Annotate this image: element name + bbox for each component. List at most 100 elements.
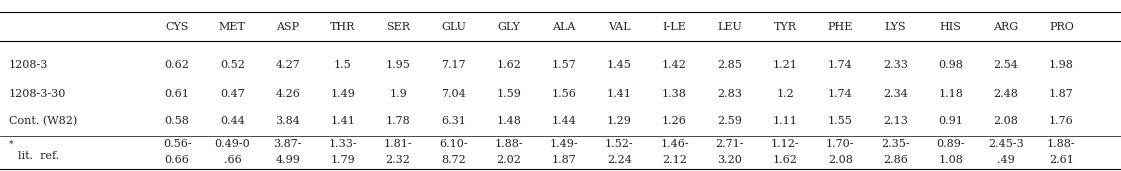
Text: 1.59: 1.59: [497, 89, 521, 99]
Text: 1.9: 1.9: [389, 89, 407, 99]
Text: 4.27: 4.27: [276, 60, 300, 70]
Text: GLY: GLY: [498, 22, 520, 31]
Text: TYR: TYR: [773, 22, 797, 31]
Text: HIS: HIS: [939, 22, 962, 31]
Text: 1.46-: 1.46-: [660, 140, 688, 149]
Text: 0.98: 0.98: [938, 60, 963, 70]
Text: 1.52-: 1.52-: [605, 140, 633, 149]
Text: 1.48: 1.48: [497, 116, 521, 126]
Text: ARG: ARG: [993, 22, 1019, 31]
Text: 2.85: 2.85: [717, 60, 742, 70]
Text: 1.70-: 1.70-: [826, 140, 854, 149]
Text: 1.95: 1.95: [386, 60, 410, 70]
Text: 1.98: 1.98: [1049, 60, 1074, 70]
Text: 1.44: 1.44: [552, 116, 576, 126]
Text: 1.81-: 1.81-: [383, 140, 413, 149]
Text: 2.24: 2.24: [606, 155, 631, 165]
Text: 0.66: 0.66: [165, 155, 189, 165]
Text: 1.38: 1.38: [663, 89, 687, 99]
Text: 1.49: 1.49: [331, 89, 355, 99]
Text: 1.45: 1.45: [606, 60, 631, 70]
Text: CYS: CYS: [166, 22, 188, 31]
Text: .49: .49: [998, 155, 1015, 165]
Text: 1.87: 1.87: [552, 155, 576, 165]
Text: 2.02: 2.02: [497, 155, 521, 165]
Text: 2.32: 2.32: [386, 155, 410, 165]
Text: 1.56: 1.56: [552, 89, 576, 99]
Text: 1208-3-30: 1208-3-30: [9, 89, 66, 99]
Text: 8.72: 8.72: [441, 155, 466, 165]
Text: 1.57: 1.57: [552, 60, 576, 70]
Text: 1.18: 1.18: [938, 89, 963, 99]
Text: 1.62: 1.62: [497, 60, 521, 70]
Text: 1.74: 1.74: [828, 60, 853, 70]
Text: 1.29: 1.29: [606, 116, 631, 126]
Text: LEU: LEU: [717, 22, 742, 31]
Text: 2.13: 2.13: [883, 116, 908, 126]
Text: 1.12-: 1.12-: [771, 140, 799, 149]
Text: 2.12: 2.12: [663, 155, 687, 165]
Text: VAL: VAL: [608, 22, 630, 31]
Text: 0.58: 0.58: [165, 116, 189, 126]
Text: 2.34: 2.34: [883, 89, 908, 99]
Text: 1208-3: 1208-3: [9, 60, 48, 70]
Text: lit.  ref.: lit. ref.: [18, 151, 59, 161]
Text: 0.89-: 0.89-: [936, 140, 965, 149]
Text: 1.49-: 1.49-: [549, 140, 578, 149]
Text: 6.31: 6.31: [441, 116, 466, 126]
Text: 1.62: 1.62: [772, 155, 797, 165]
Text: 1.26: 1.26: [663, 116, 687, 126]
Text: 1.76: 1.76: [1049, 116, 1074, 126]
Text: ASP: ASP: [276, 22, 299, 31]
Text: 2.54: 2.54: [993, 60, 1019, 70]
Text: MET: MET: [219, 22, 245, 31]
Text: 1.88-: 1.88-: [1047, 140, 1076, 149]
Text: ALA: ALA: [553, 22, 576, 31]
Text: Cont. (W82): Cont. (W82): [9, 116, 77, 127]
Text: 1.74: 1.74: [828, 89, 853, 99]
Text: 1.41: 1.41: [606, 89, 631, 99]
Text: 2.59: 2.59: [717, 116, 742, 126]
Text: 0.61: 0.61: [165, 89, 189, 99]
Text: 0.47: 0.47: [220, 89, 244, 99]
Text: LYS: LYS: [884, 22, 907, 31]
Text: I-LE: I-LE: [663, 22, 686, 31]
Text: 0.91: 0.91: [938, 116, 963, 126]
Text: 2.83: 2.83: [717, 89, 742, 99]
Text: 2.08: 2.08: [828, 155, 853, 165]
Text: 0.62: 0.62: [165, 60, 189, 70]
Text: 7.17: 7.17: [442, 60, 465, 70]
Text: 3.84: 3.84: [276, 116, 300, 126]
Text: 0.56-: 0.56-: [163, 140, 192, 149]
Text: 2.48: 2.48: [993, 89, 1019, 99]
Text: THR: THR: [331, 22, 355, 31]
Text: 1.87: 1.87: [1049, 89, 1074, 99]
Text: 1.2: 1.2: [776, 89, 794, 99]
Text: GLU: GLU: [441, 22, 466, 31]
Text: 3.20: 3.20: [717, 155, 742, 165]
Text: 3.87-: 3.87-: [274, 140, 302, 149]
Text: 1.42: 1.42: [663, 60, 687, 70]
Text: 1.55: 1.55: [828, 116, 853, 126]
Text: 0.49-0: 0.49-0: [214, 140, 250, 149]
Text: 2.45-3: 2.45-3: [989, 140, 1023, 149]
Text: 1.78: 1.78: [386, 116, 410, 126]
Text: 1.11: 1.11: [772, 116, 797, 126]
Text: 1.79: 1.79: [331, 155, 355, 165]
Text: 0.52: 0.52: [220, 60, 244, 70]
Text: SER: SER: [386, 22, 410, 31]
Text: 6.10-: 6.10-: [439, 140, 467, 149]
Text: PRO: PRO: [1049, 22, 1074, 31]
Text: 4.26: 4.26: [276, 89, 300, 99]
Text: 4.99: 4.99: [276, 155, 300, 165]
Text: 2.08: 2.08: [993, 116, 1019, 126]
Text: 2.71-: 2.71-: [715, 140, 744, 149]
Text: 1.33-: 1.33-: [328, 140, 358, 149]
Text: 7.04: 7.04: [441, 89, 466, 99]
Text: 1.08: 1.08: [938, 155, 963, 165]
Text: 1.41: 1.41: [331, 116, 355, 126]
Text: *: *: [9, 140, 13, 149]
Text: 2.33: 2.33: [883, 60, 908, 70]
Text: 1.88-: 1.88-: [494, 140, 524, 149]
Text: 2.61: 2.61: [1049, 155, 1074, 165]
